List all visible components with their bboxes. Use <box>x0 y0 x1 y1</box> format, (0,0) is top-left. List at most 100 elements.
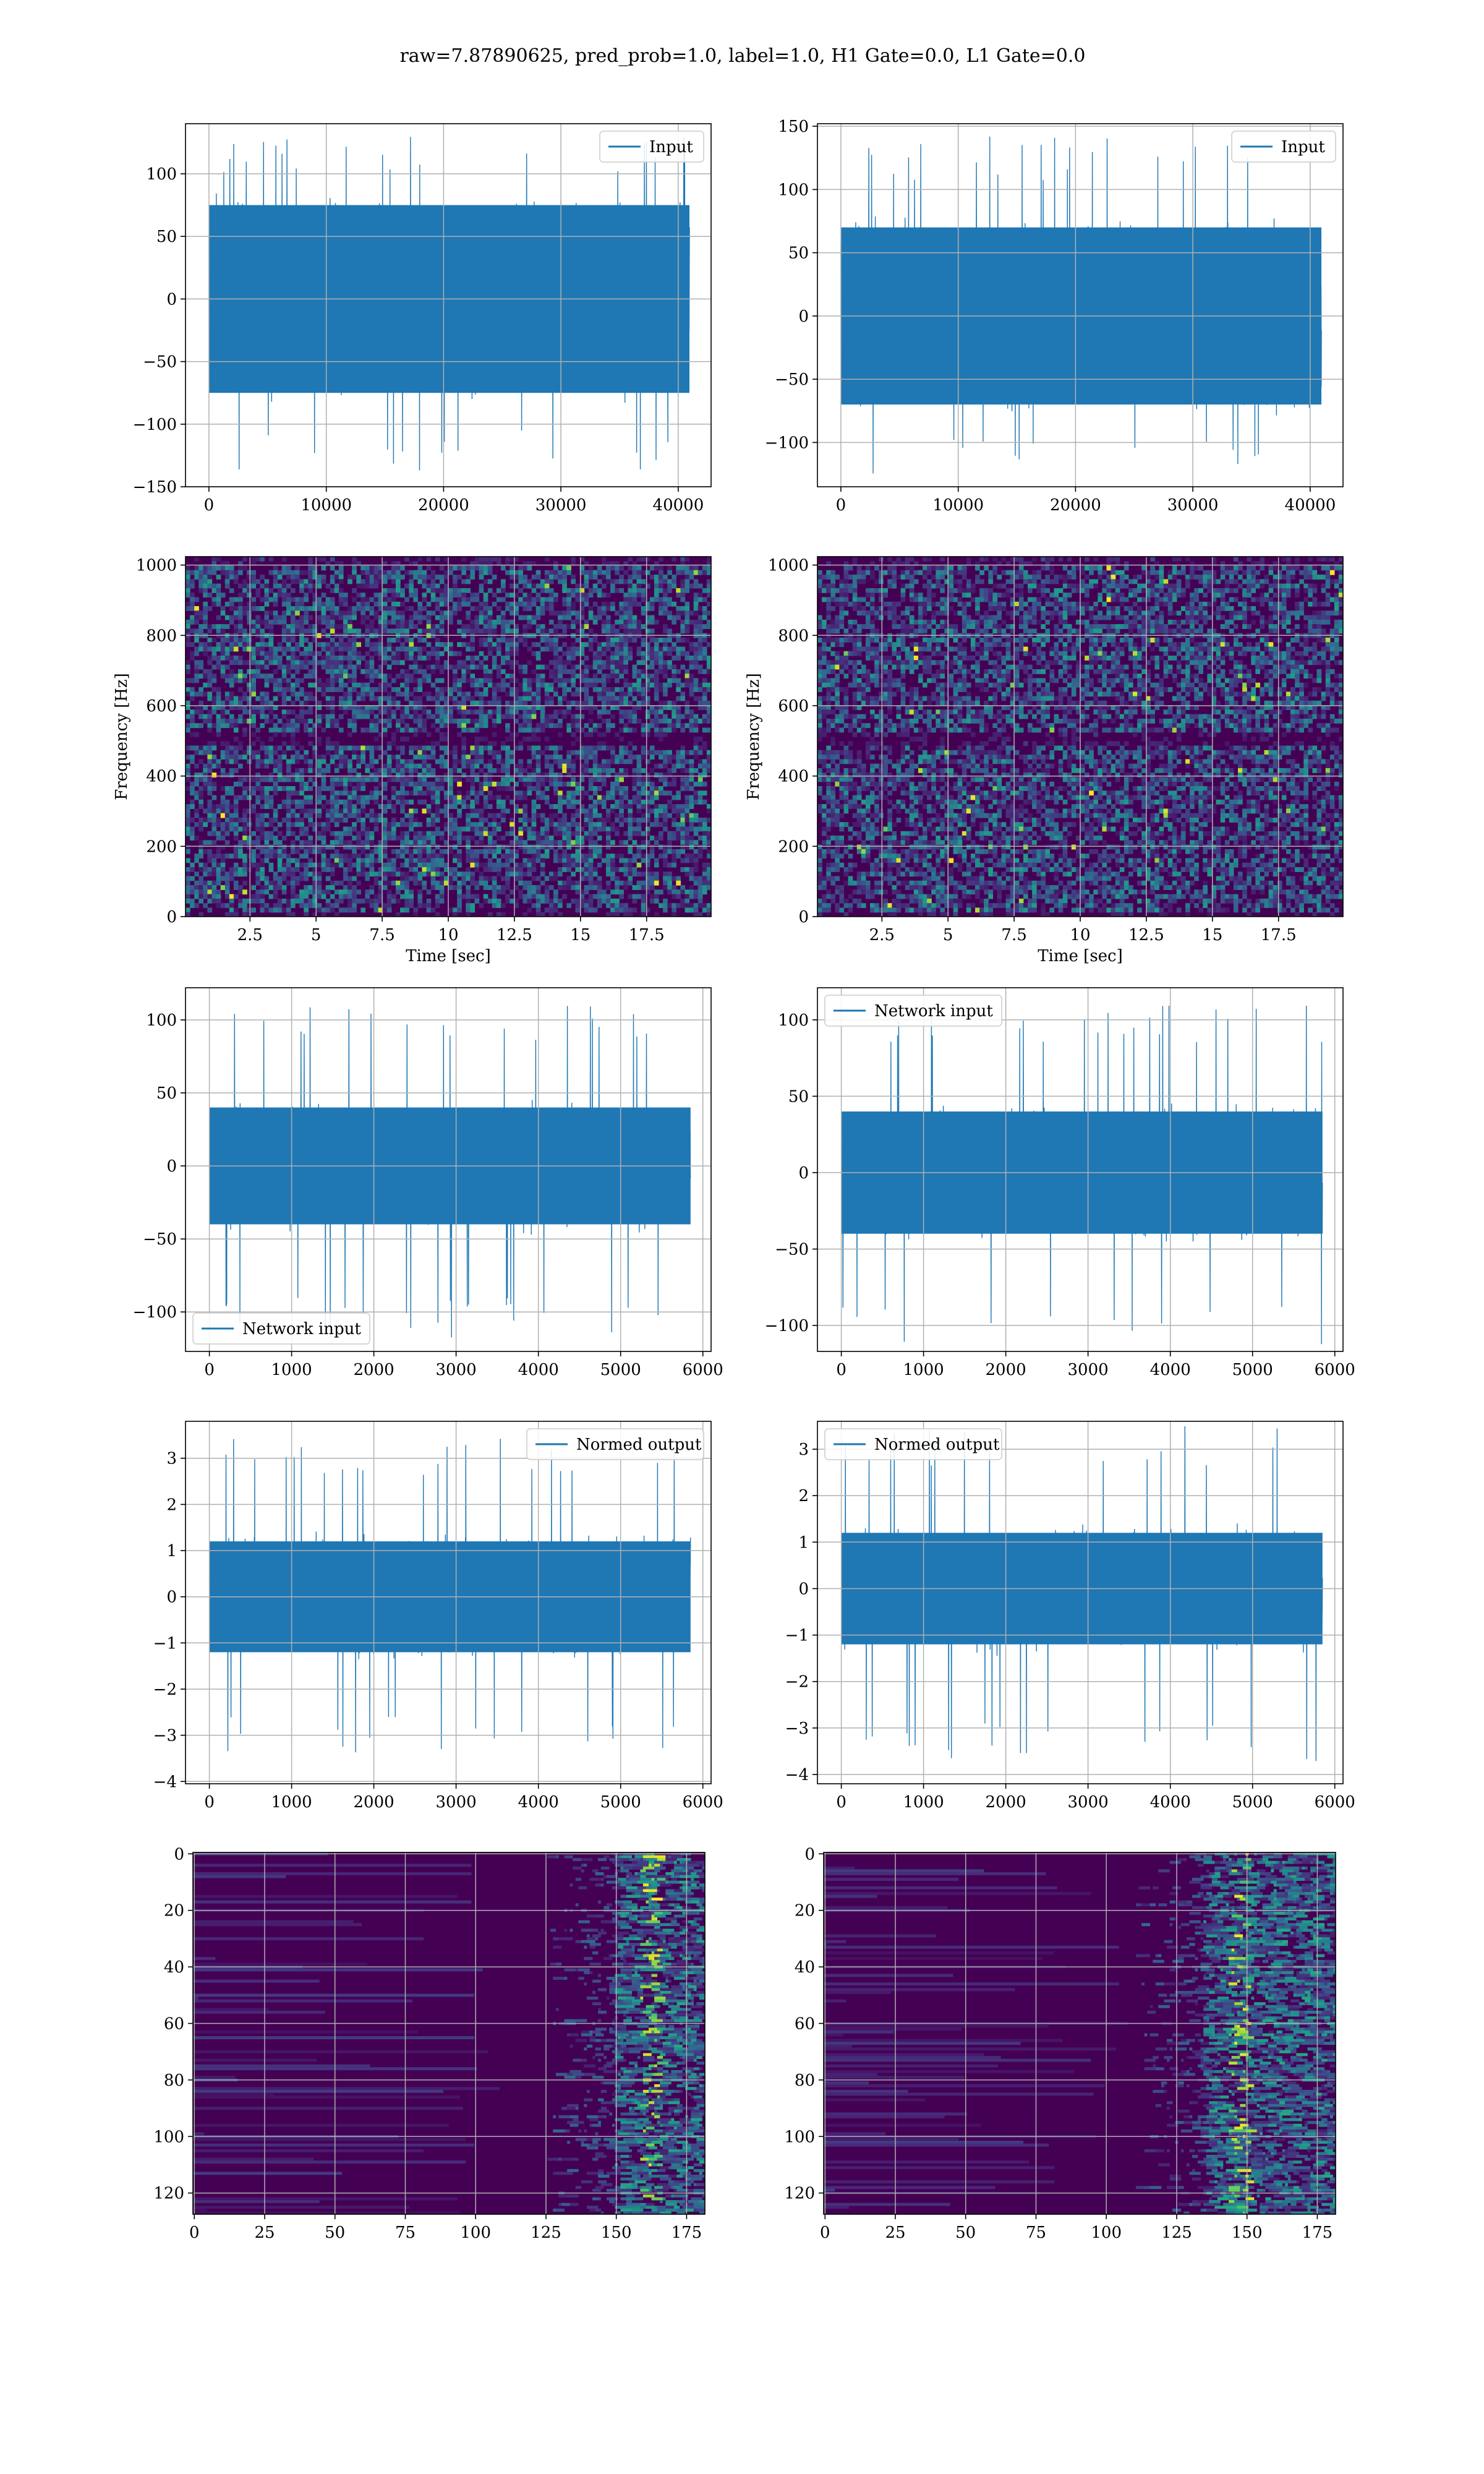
h1-spectrogram-cell <box>391 795 396 800</box>
h1-spectrogram-cell <box>260 745 265 751</box>
h1-spectrogram-cell <box>348 678 352 683</box>
h1-spectrogram-cell <box>378 894 383 899</box>
h1-spectrogram-cell <box>575 799 581 805</box>
h1-spectrogram-cell <box>186 871 190 877</box>
h1-spectrogram-cell <box>224 741 230 747</box>
h1-spectrogram-cell <box>356 575 361 580</box>
h1-spectrogram-cell <box>343 619 348 625</box>
h1-spectrogram-cell <box>470 786 475 791</box>
h1-spectrogram-cell <box>492 750 497 755</box>
h1-spectrogram-cell <box>514 691 519 697</box>
h1-spectrogram-cell <box>597 646 602 652</box>
h1-spectrogram-cell <box>207 565 213 571</box>
h1-spectrogram-cell <box>365 898 370 904</box>
h1-spectrogram-cell <box>566 799 571 805</box>
h1-spectrogram-cell <box>308 570 313 575</box>
h1-spectrogram-cell <box>522 790 528 796</box>
h1-spectrogram-cell <box>571 678 576 683</box>
h1-spectrogram-cell <box>207 786 213 791</box>
h1-spectrogram-cell <box>216 763 221 769</box>
h1-spectrogram-cell <box>588 840 594 845</box>
h1-spectrogram-cell <box>343 876 348 881</box>
h1-spectrogram-cell <box>535 597 541 602</box>
h1-spectrogram-cell <box>386 619 392 625</box>
h1-spectrogram-cell <box>417 854 423 859</box>
h1-spectrogram-cell <box>238 898 243 904</box>
h1-spectrogram-cell <box>439 709 445 715</box>
h1-spectrogram-cell <box>548 570 554 575</box>
h1-spectrogram-cell <box>461 727 466 733</box>
h1-spectrogram-cell <box>422 669 427 674</box>
h1-spectrogram-cell <box>400 593 405 598</box>
h1-spectrogram-cell <box>211 570 217 575</box>
h1-spectrogram-cell <box>386 656 392 661</box>
h1-spectrogram-cell <box>386 674 392 679</box>
h1-spectrogram-cell <box>308 557 313 562</box>
h1-spectrogram-cell <box>558 826 563 832</box>
h1-spectrogram-cell <box>304 907 309 913</box>
h1-spectrogram-cell <box>435 727 440 733</box>
h1-spectrogram-cell <box>619 727 624 733</box>
h1-spectrogram-cell <box>251 808 256 814</box>
h1-spectrogram-cell <box>527 561 532 567</box>
h1-spectrogram-cell <box>216 867 221 872</box>
h1-spectrogram-cell <box>461 745 466 751</box>
h1-spectrogram-cell <box>483 606 488 611</box>
h1-spectrogram-cell <box>224 808 230 814</box>
h1-spectrogram-cell <box>281 727 287 733</box>
h1-spectrogram-cell <box>352 682 357 688</box>
h1-spectrogram-cell <box>211 818 217 823</box>
h1-spectrogram-cell <box>540 912 545 917</box>
h1-spectrogram-cell <box>527 836 532 841</box>
h1-spectrogram-cell <box>338 682 344 688</box>
h1-spectrogram-cell <box>247 709 252 715</box>
h1-spectrogram-cell <box>404 723 409 729</box>
h1-spectrogram-cell <box>535 790 541 796</box>
h1-spectrogram-cell <box>548 723 554 729</box>
h1-spectrogram-cell <box>535 705 541 710</box>
h1-spectrogram-cell <box>238 619 243 625</box>
h1-spectrogram-cell <box>207 790 213 796</box>
h1-spectrogram-cell <box>291 790 296 796</box>
h1-spectrogram-cell <box>592 583 598 589</box>
h1-spectrogram-cell <box>483 619 488 625</box>
h1-spectrogram-cell <box>369 750 375 755</box>
h1-spectrogram-cell <box>413 836 418 841</box>
h1-spectrogram-cell <box>356 889 361 895</box>
h1-spectrogram-cell <box>457 575 462 580</box>
h1-spectrogram-cell <box>558 682 563 688</box>
h1-spectrogram-cell <box>439 691 445 697</box>
h1-spectrogram-cell <box>619 737 624 742</box>
h1-spectrogram-cell <box>203 781 208 787</box>
h1-spectrogram-cell <box>386 889 392 895</box>
h1-spectrogram-cell <box>304 876 309 881</box>
h1-spectrogram-cell <box>330 741 335 747</box>
h1-spectrogram-cell <box>601 682 607 688</box>
h1-spectrogram-cell <box>251 755 256 760</box>
h1-spectrogram-cell <box>207 575 213 580</box>
h1-spectrogram-cell <box>483 565 488 571</box>
h1-spectrogram-cell <box>264 593 270 598</box>
h1-spectrogram-cell <box>396 691 401 697</box>
h1-spectrogram-cell <box>308 669 313 674</box>
h1-spectrogram-cell <box>527 831 532 836</box>
h1-spectrogram-cell <box>369 646 375 652</box>
h1-spectrogram-cell <box>505 656 510 661</box>
h1-spectrogram-cell <box>435 867 440 872</box>
h1-spectrogram-cell <box>229 656 234 661</box>
h1-spectrogram-cell <box>597 903 602 909</box>
h1-spectrogram-cell <box>330 575 335 580</box>
h1-spectrogram-cell <box>365 660 370 666</box>
h1-spectrogram-cell <box>514 696 519 701</box>
h1-spectrogram-cell <box>247 826 252 832</box>
h1-spectrogram-cell <box>365 763 370 769</box>
l1-input-legend-label: Input <box>1281 138 1325 156</box>
h1-spectrogram-cell <box>369 691 375 697</box>
h1-spectrogram-cell <box>527 790 532 796</box>
h1-spectrogram-cell <box>386 836 392 841</box>
h1-spectrogram-cell <box>299 777 304 782</box>
h1-spectrogram-cell <box>260 628 265 634</box>
h1-spectrogram-cell <box>386 642 392 648</box>
h1-spectrogram-cell <box>470 727 475 733</box>
h1-spectrogram-cell <box>382 903 388 909</box>
